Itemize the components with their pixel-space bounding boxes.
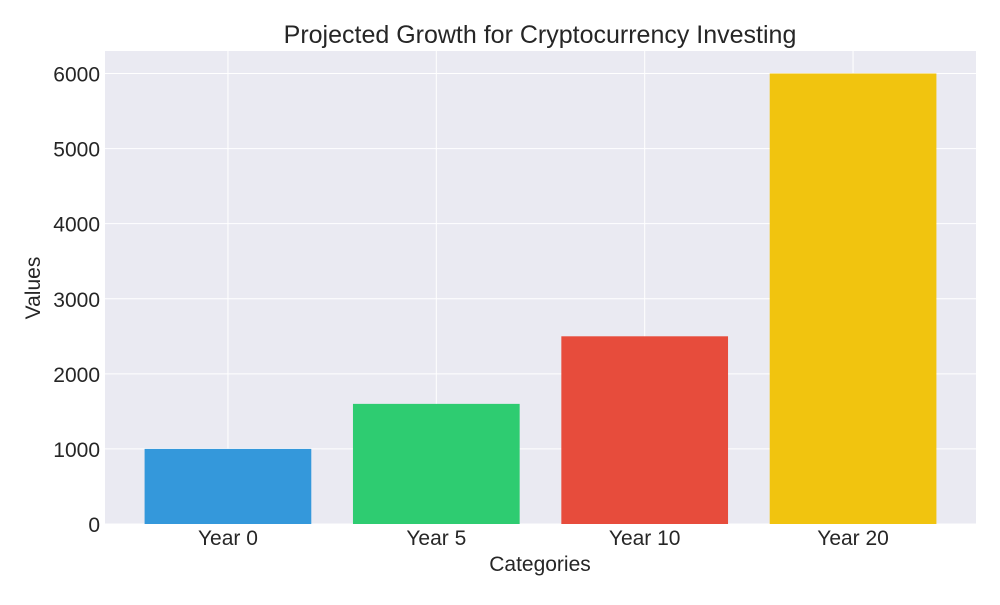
x-tick-label: Year 20 xyxy=(817,527,889,550)
bar-year-10 xyxy=(561,336,729,524)
x-tick-label: Year 10 xyxy=(609,527,681,550)
y-tick-label: 5000 xyxy=(53,139,100,162)
x-tick-labels: Year 0 Year 5 Year 10 Year 20 xyxy=(198,527,889,550)
bars xyxy=(144,73,937,525)
x-tick-label: Year 0 xyxy=(198,527,258,550)
y-tick-label: 0 xyxy=(88,514,100,537)
y-tick-label: 2000 xyxy=(53,364,100,387)
y-tick-label: 3000 xyxy=(53,289,100,312)
y-tick-label: 6000 xyxy=(53,64,100,87)
bar-year-0 xyxy=(144,448,312,524)
y-tick-labels: 0 1000 2000 3000 4000 5000 6000 xyxy=(53,64,100,537)
y-axis-label: Values xyxy=(22,257,45,320)
y-tick-label: 1000 xyxy=(53,439,100,462)
chart-title: Projected Growth for Cryptocurrency Inve… xyxy=(284,21,797,49)
x-axis-label: Categories xyxy=(489,553,591,576)
x-tick-label: Year 5 xyxy=(406,527,466,550)
y-tick-label: 4000 xyxy=(53,214,100,237)
bar-year-5 xyxy=(352,403,520,524)
bar-year-20 xyxy=(769,73,937,525)
